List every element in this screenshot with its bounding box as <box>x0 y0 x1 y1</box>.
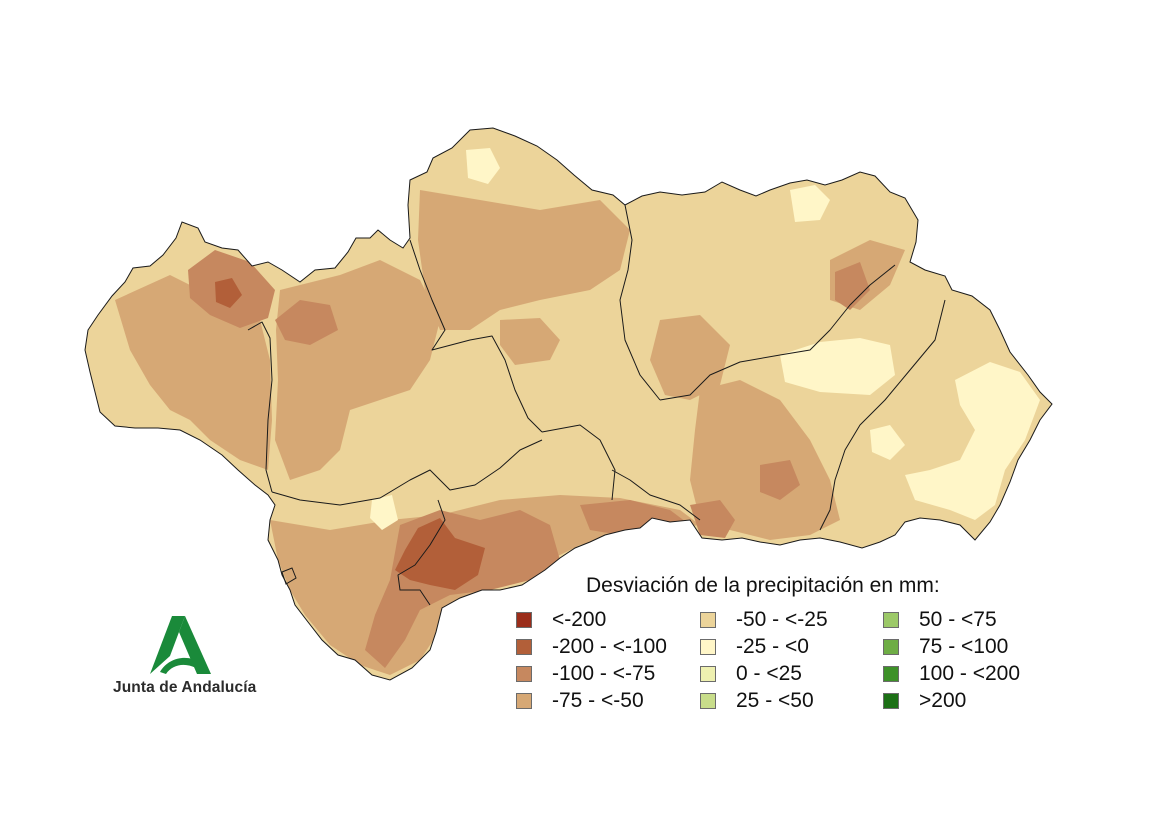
zone-75-50 <box>690 380 840 540</box>
boundary-jaen-granada <box>659 264 896 401</box>
legend-swatch <box>883 639 899 655</box>
zone-25-0 <box>780 338 895 395</box>
legend-swatch <box>883 693 899 709</box>
legend-item: -50 - <-25 <box>700 608 828 632</box>
legend: <-200 -200 - <-100 -100 - <-75 -75 - <-5… <box>516 608 1076 720</box>
zone-200-100 <box>215 278 242 308</box>
legend-label: 50 - <75 <box>919 608 997 631</box>
zone-75-50 <box>418 190 630 330</box>
legend-item: >200 <box>883 689 966 713</box>
legend-label: 75 - <100 <box>919 635 1009 658</box>
legend-swatch <box>883 612 899 628</box>
zone-100-75 <box>760 460 800 500</box>
legend-label: 25 - <50 <box>736 689 814 712</box>
boundary-sevilla-cadiz <box>271 439 543 506</box>
logo-a-left-stroke <box>150 616 185 674</box>
zone-25-0 <box>466 148 500 184</box>
boundary-malaga-granada <box>611 469 701 521</box>
legend-item: -75 - <-50 <box>516 689 644 713</box>
junta-de-andalucia-logo <box>150 616 211 674</box>
legend-swatch <box>700 693 716 709</box>
legend-label: >200 <box>919 689 967 712</box>
legend-label: -100 - <-75 <box>552 662 656 685</box>
legend-label: -200 - <-100 <box>552 635 667 658</box>
legend-swatch <box>516 639 532 655</box>
legend-swatch <box>700 612 716 628</box>
zone-25-0 <box>905 362 1040 520</box>
logo-a-right-stroke <box>179 616 211 674</box>
legend-item: 75 - <100 <box>883 635 1008 659</box>
zone-25-0 <box>370 495 398 530</box>
legend-swatch <box>516 666 532 682</box>
zone-25-0 <box>790 185 830 222</box>
legend-swatch <box>700 666 716 682</box>
boundary-cordoba-jaen <box>619 204 661 401</box>
zone-75-50 <box>500 318 560 365</box>
legend-label: <-200 <box>552 608 607 631</box>
legend-item: 0 - <25 <box>700 662 802 686</box>
zone-25-0 <box>870 425 905 460</box>
legend-item: 100 - <200 <box>883 662 1020 686</box>
cadiz-bay-coast <box>281 567 297 585</box>
province-boundaries <box>247 204 946 606</box>
logo-a-crossbar <box>160 657 200 674</box>
legend-label: 100 - <200 <box>919 662 1021 685</box>
legend-item: 25 - <50 <box>700 689 814 713</box>
legend-label: -50 - <-25 <box>736 608 828 631</box>
zone-100-75 <box>835 262 870 310</box>
zone-75-50 <box>650 315 730 400</box>
boundary-huelva-sevilla <box>247 321 273 493</box>
boundary-cordoba-granada <box>541 424 616 501</box>
legend-item: <-200 <box>516 608 606 632</box>
legend-swatch <box>700 639 716 655</box>
legend-swatch <box>516 693 532 709</box>
boundary-sevilla-cordoba <box>409 239 543 433</box>
legend-swatch <box>516 612 532 628</box>
zone-200-100 <box>395 518 485 590</box>
boundary-granada-almeria <box>819 299 946 531</box>
legend-item: -200 - <-100 <box>516 635 667 659</box>
legend-item: 50 - <75 <box>883 608 997 632</box>
zone-100-75 <box>275 300 338 345</box>
zone-100-75 <box>690 500 735 538</box>
legend-label: 0 - <25 <box>736 662 802 685</box>
legend-title: Desviación de la precipitación en mm: <box>586 574 940 597</box>
legend-item: -100 - <-75 <box>516 662 655 686</box>
legend-label: -25 - <0 <box>736 635 809 658</box>
legend-label: -75 - <-50 <box>552 689 644 712</box>
legend-swatch <box>883 666 899 682</box>
logo-text: Junta de Andalucía <box>113 679 257 696</box>
legend-item: -25 - <0 <box>700 635 809 659</box>
boundary-cadiz-malaga <box>397 499 446 606</box>
